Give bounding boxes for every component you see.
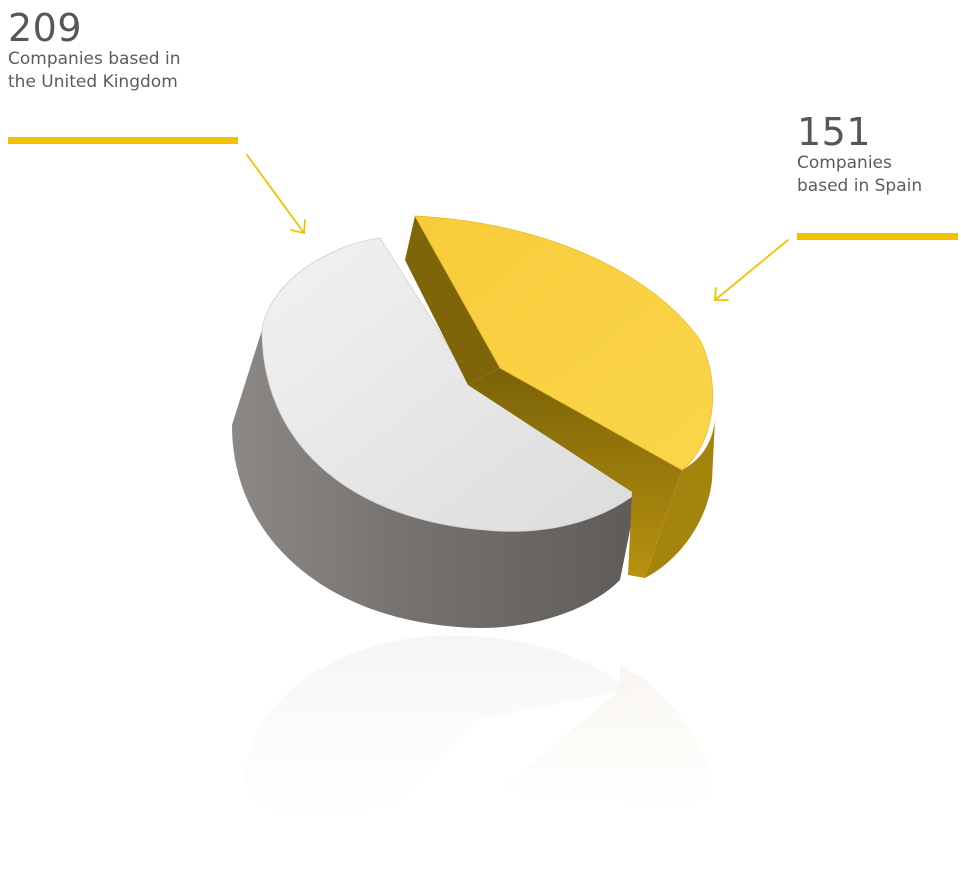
spain-arrow [714,239,789,301]
callout-uk: 209 Companies based in the United Kingdo… [8,8,268,94]
uk-arrow [246,154,306,235]
uk-value-label: 209 [8,6,83,50]
callout-spain: 151 Companies based in Spain [797,112,961,198]
spain-description-label: Companies based in Spain [797,153,923,196]
pie-slice-es-inner-wall-bottom [468,368,682,578]
spain-value-label: 151 [797,110,872,154]
uk-description-label: Companies based in the United Kingdom [8,49,181,92]
pie-slice-es-outer-wall [645,420,715,578]
pie-reflection [200,630,760,886]
pie-slice-es [414,215,714,471]
uk-underline-bar [8,137,238,144]
pie-slice-uk [261,237,639,532]
spain-underline-bar [797,233,958,240]
pie-slice-uk-side [232,330,638,628]
pie-slice-es-inner-wall-left [405,216,500,385]
